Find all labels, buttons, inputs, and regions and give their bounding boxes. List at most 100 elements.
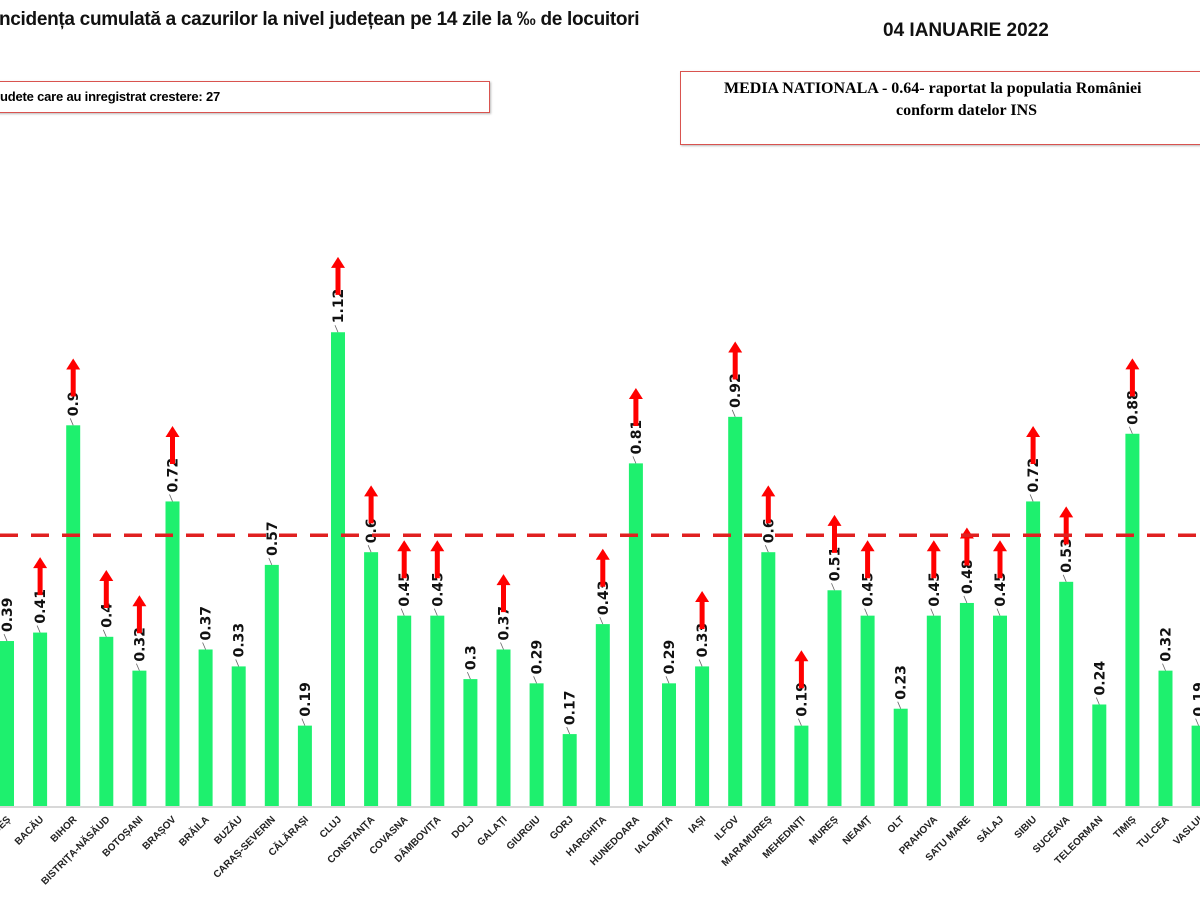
increase-arrow-icon [794,650,809,689]
leader-line [1195,718,1199,726]
increase-arrow-icon [860,540,875,579]
value-label: 0.81 [629,420,645,455]
increase-arrow-icon [364,485,379,524]
bar [1059,581,1074,806]
value-label: 0.45 [993,572,1009,607]
leader-line [533,676,537,684]
leader-line [798,718,802,726]
increase-arrow-icon [595,548,610,587]
bar [926,615,941,806]
increase-arrow-icon [926,540,941,579]
bar [364,552,379,806]
x-tick-label: BACĂU [11,813,46,848]
x-tick-label: CARAȘ-SEVERIN [212,814,278,880]
bar [463,679,478,806]
leader-line [433,608,438,616]
increase-arrow-icon [165,426,180,465]
chart-title: Incidența cumulată a cazurilor la nivel … [0,9,640,30]
bar [331,332,345,806]
leader-line [963,595,968,604]
bar [0,641,14,806]
value-label: 0.33 [232,623,248,658]
x-tick-label: SĂLAJ [974,813,1006,845]
increase-arrow-icon [695,591,710,630]
bar [1125,433,1140,806]
leader-line [500,642,504,650]
leader-line [764,545,769,553]
leader-line [169,494,173,502]
x-tick-label: MUREȘ [807,814,841,848]
value-label: 0.45 [927,572,943,607]
bar [496,649,511,806]
leader-line [1029,494,1034,502]
x-tick-label: VASLUI [1172,814,1200,847]
bar [1191,725,1200,806]
bar [860,615,875,806]
leader-line [930,608,935,616]
leader-line [1095,697,1100,705]
leader-line [367,545,372,553]
increase-arrow-icon [397,540,412,579]
value-label: 0.48 [960,559,976,594]
bar [264,564,279,806]
bar [529,683,544,806]
leader-line [268,557,273,566]
leader-line [897,701,902,709]
value-label: 0.45 [430,572,446,607]
bar [430,615,445,806]
bar [595,624,610,806]
bar [628,463,643,806]
leader-line [69,418,74,426]
bar [231,666,246,806]
increase-arrow-icon [33,557,48,596]
x-tick-label: BRĂILA [176,813,212,849]
value-label: 0.53 [1059,538,1075,573]
x-tick-label: BUZĂU [211,813,245,847]
leader-line [1062,574,1067,582]
x-tick-label: BRAȘOV [141,814,179,852]
bar [66,425,81,806]
national-average-box: MEDIA NATIONALA - 0.64- raportat la popu… [680,71,1200,145]
x-tick-label: ILFOV [713,814,742,843]
value-label: 0.43 [596,581,612,616]
value-label: 0.24 [1092,661,1108,696]
increase-arrow-icon [99,570,114,608]
x-tick-label: CLUJ [318,814,344,840]
value-label: 0.29 [662,640,678,675]
value-label: 0.32 [1159,627,1175,662]
bar [761,552,776,806]
value-label: 0.33 [695,623,711,658]
value-label: 0.37 [199,606,215,641]
value-label: 0.29 [530,640,546,675]
value-label: 0.17 [563,691,579,726]
national-average-text: MEDIA NATIONALA - 0.64- raportat la popu… [724,80,1142,97]
bar [662,683,676,806]
x-tick-label: DOLJ [450,814,477,841]
value-label: 0.45 [861,572,877,607]
value-label: 0.88 [1125,390,1141,425]
leader-line [301,718,306,726]
leader-line [136,663,140,671]
value-label: 0.39 [0,597,16,632]
value-label: 0.4 [99,603,115,628]
increase-arrow-icon [761,485,776,524]
leader-line [1129,426,1133,434]
value-label: 0.9 [66,391,82,416]
report-date: 04 IANUARIE 2022 [883,20,1049,41]
leader-line [202,642,206,650]
value-label: 0.6 [761,518,777,543]
bar [728,416,743,806]
increase-count-box: Judete care au inregistrat crestere: 27 [0,81,490,113]
bar [132,670,147,806]
bar [695,666,710,806]
bar [562,734,577,806]
bar [33,632,48,806]
bar [993,615,1007,806]
x-tick-label: TIMIȘ [1112,814,1139,841]
increase-arrow-icon [728,341,743,380]
x-tick-label: GIURGIU [505,814,543,852]
bar [959,602,974,806]
value-label: 0.19 [1192,682,1200,717]
bar [893,708,908,806]
